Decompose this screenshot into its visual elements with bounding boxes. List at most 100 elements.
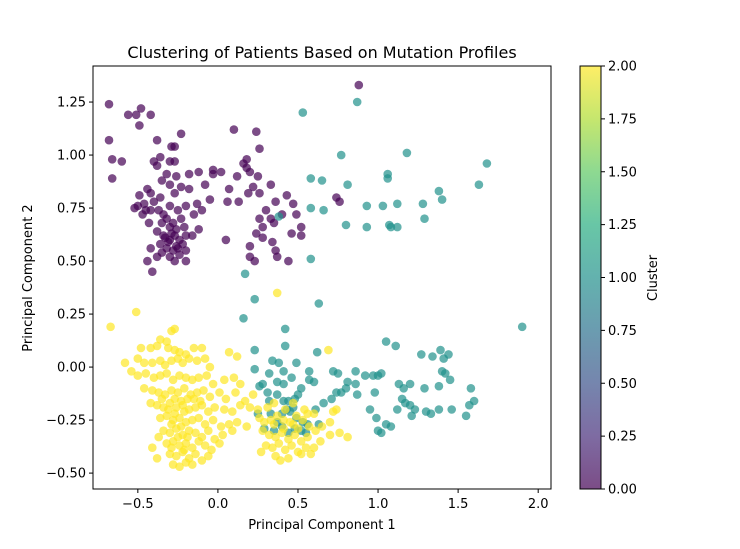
data-point: [242, 422, 251, 431]
data-point: [258, 379, 268, 389]
data-point: [216, 167, 226, 177]
data-point: [266, 214, 276, 223]
data-point: [255, 188, 264, 198]
data-point: [167, 420, 176, 429]
data-point: [316, 437, 325, 446]
data-point: [272, 390, 282, 399]
data-point: [164, 343, 173, 353]
data-point: [333, 369, 343, 378]
data-point: [131, 307, 141, 317]
data-point: [445, 375, 455, 385]
data-point: [204, 407, 213, 416]
data-point: [332, 193, 341, 202]
data-point: [194, 167, 203, 177]
data-point: [482, 159, 492, 168]
data-point: [152, 454, 162, 463]
data-point: [279, 424, 288, 433]
data-point: [189, 210, 199, 219]
data-point: [152, 341, 162, 351]
data-point: [157, 218, 167, 228]
colorbar-tick-label: 1.75: [608, 112, 637, 127]
data-point: [127, 367, 136, 376]
data-point: [386, 222, 396, 232]
data-point: [317, 422, 327, 431]
chart-title: Clustering of Patients Based on Mutation…: [127, 43, 516, 62]
x-axis-label: Principal Component 1: [248, 518, 395, 533]
data-point: [292, 358, 301, 368]
data-point: [210, 403, 219, 412]
y-axis-ticks: −0.50 −0.25 0.00 0.25 0.50 0.75 1.00 1.25: [46, 96, 93, 482]
data-point: [393, 199, 402, 209]
data-point: [421, 407, 431, 416]
data-point: [280, 341, 290, 351]
data-point: [287, 373, 296, 383]
data-point: [439, 354, 449, 363]
data-point: [272, 288, 282, 298]
data-point: [221, 235, 231, 245]
data-point: [148, 267, 157, 277]
data-point: [264, 369, 274, 378]
data-point: [181, 201, 191, 211]
data-point: [325, 417, 335, 427]
data-point: [184, 354, 194, 363]
data-point: [272, 252, 282, 262]
cluster-1-series: [239, 97, 527, 438]
data-point: [167, 229, 176, 238]
data-point: [152, 227, 162, 236]
data-point: [341, 220, 351, 230]
data-point: [248, 390, 258, 399]
data-point: [146, 110, 155, 120]
data-point: [309, 443, 319, 453]
data-point: [255, 144, 264, 153]
data-point: [170, 188, 179, 198]
data-point: [144, 218, 154, 228]
data-point: [200, 420, 210, 429]
scatter-points: [104, 80, 527, 472]
data-point: [268, 237, 277, 247]
data-point: [194, 437, 203, 446]
data-point: [156, 193, 165, 202]
data-point: [148, 443, 157, 453]
data-point: [474, 180, 484, 189]
data-point: [271, 197, 280, 206]
data-point: [268, 443, 277, 453]
data-point: [194, 373, 203, 383]
data-point: [204, 426, 213, 436]
data-point: [250, 364, 259, 374]
data-point: [304, 422, 314, 431]
x-tick-label: −0.5: [122, 497, 154, 512]
data-point: [176, 214, 186, 223]
data-point: [139, 199, 149, 209]
data-point: [381, 337, 391, 346]
data-point: [335, 428, 344, 438]
data-point: [354, 80, 364, 90]
data-point: [378, 201, 388, 211]
data-point: [362, 201, 372, 211]
data-point: [420, 384, 429, 393]
data-point: [276, 456, 285, 465]
data-point: [298, 108, 308, 117]
data-point: [370, 388, 380, 397]
data-point: [133, 371, 143, 380]
data-point: [436, 345, 445, 355]
data-point: [244, 188, 253, 198]
y-tick-label: 0.00: [57, 361, 86, 376]
y-tick-label: −0.50: [46, 467, 86, 482]
data-point: [229, 125, 239, 134]
data-point: [236, 379, 245, 389]
data-point: [391, 341, 401, 351]
data-point: [160, 360, 170, 370]
data-point: [312, 347, 322, 357]
data-point: [183, 432, 192, 442]
data-point: [288, 398, 298, 408]
data-point: [284, 454, 293, 463]
data-point: [239, 314, 248, 323]
data-point: [280, 324, 290, 334]
data-point: [138, 210, 147, 219]
y-tick-label: 0.25: [57, 308, 86, 323]
data-point: [250, 256, 259, 266]
data-point: [224, 347, 234, 357]
data-point: [372, 413, 381, 423]
data-point: [192, 356, 202, 366]
data-point: [175, 250, 184, 259]
